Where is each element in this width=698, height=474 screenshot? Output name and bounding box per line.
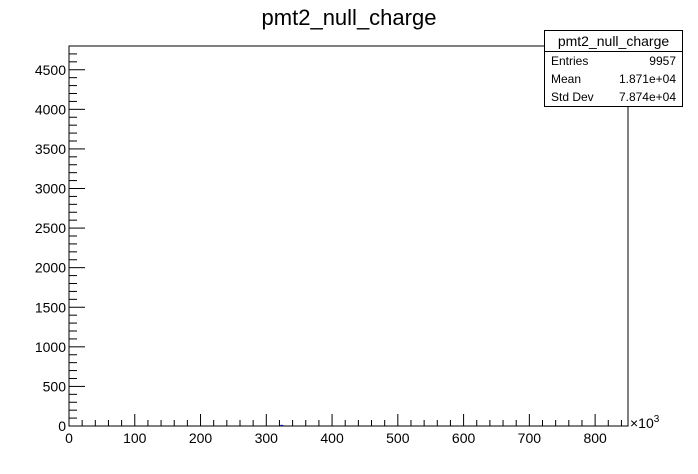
y-tick-label: 500 — [43, 378, 67, 394]
chart-title: pmt2_null_charge — [262, 5, 437, 30]
x-tick-label: 200 — [189, 430, 213, 446]
y-tick-label: 3000 — [35, 181, 66, 197]
histogram-bar — [281, 425, 284, 427]
x-axis-multiplier: ×103 — [630, 414, 660, 431]
stats-row-stddev: Std Dev 7.874e+04 — [545, 88, 682, 106]
x-tick-label: 400 — [320, 430, 344, 446]
x-tick-label: 100 — [123, 430, 147, 446]
stats-label: Mean — [551, 72, 582, 86]
histogram-bars — [280, 424, 284, 427]
y-tick-label: 4000 — [35, 101, 66, 117]
stats-label: Entries — [551, 54, 589, 68]
x-tick-label: 300 — [255, 430, 279, 446]
stats-label: Std Dev — [551, 90, 594, 104]
y-tick-label: 2000 — [35, 260, 66, 276]
x-tick-label: 500 — [386, 430, 410, 446]
stats-value: 7.874e+04 — [618, 90, 676, 104]
y-tick-label: 4500 — [35, 62, 66, 78]
stats-value: 9957 — [649, 54, 676, 68]
x-tick-label: 0 — [65, 430, 73, 446]
stats-box-title: pmt2_null_charge — [545, 31, 682, 52]
y-tick-label: 3500 — [35, 141, 66, 157]
x-axis: 0 100 200 300 400 500 600 700 800 — [65, 414, 622, 446]
y-tick-label: 1500 — [35, 299, 66, 315]
stats-row-entries: Entries 9957 — [545, 52, 682, 70]
y-axis: 0 500 1000 1500 2000 2500 3000 3500 4000 4500 — [35, 45, 85, 434]
histogram-bar — [280, 424, 283, 426]
x-tick-label: 800 — [583, 430, 607, 446]
x-tick-label: 600 — [452, 430, 476, 446]
x-tick-label: 700 — [518, 430, 542, 446]
stats-row-mean: Mean 1.871e+04 — [545, 70, 682, 88]
stats-box: pmt2_null_charge Entries 9957 Mean 1.871… — [544, 30, 683, 107]
y-tick-label: 1000 — [35, 339, 66, 355]
y-tick-label: 2500 — [35, 220, 66, 236]
stats-value: 1.871e+04 — [618, 72, 676, 86]
y-tick-label: 0 — [58, 418, 66, 434]
